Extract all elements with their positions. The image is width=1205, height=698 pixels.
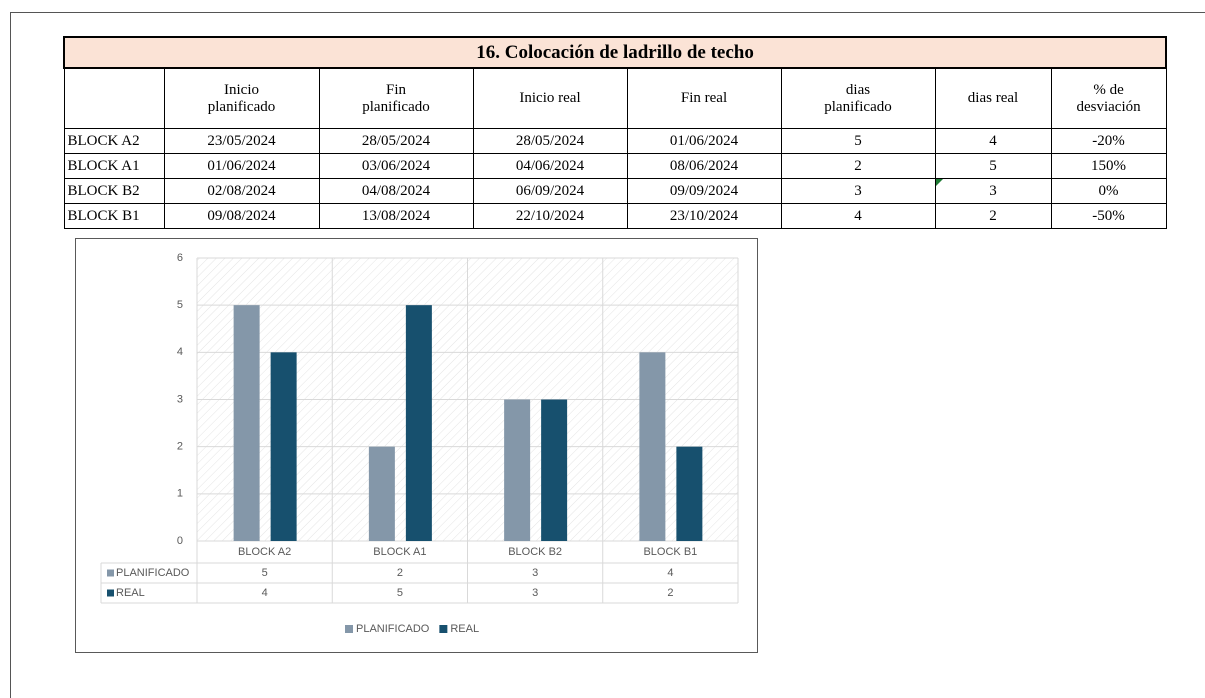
data-table-value: 5 [397,587,403,599]
table-cell: 3 [780,178,936,204]
data-table-value: 2 [667,587,673,599]
table-title: 16. Colocación de ladrillo de techo [62,36,1168,69]
table-cell: 13/08/2024 [318,203,474,229]
note-indicator [935,179,943,186]
data-table: 16. Colocación de ladrillo de techo Inic… [62,36,1168,229]
table-legend-key [107,589,114,597]
header-text: Fin planificado [362,81,430,115]
bar [504,399,531,541]
header-text: % de desviación [1076,81,1141,115]
table-cell: 2 [780,153,936,179]
header-text: Inicio real [519,90,581,106]
legend-label: REAL [450,623,479,635]
bar [368,446,395,541]
header-cell: Fin real [626,67,782,129]
y-tick-label: 5 [177,299,183,311]
legend-label: PLANIFICADO [356,623,430,635]
header-text: dias real [967,90,1019,106]
bar [405,305,432,541]
bar [270,352,297,541]
table-legend-label: PLANIFICADO [116,567,190,579]
y-tick-label: 4 [177,346,183,358]
table-cell: 23/10/2024 [626,203,782,229]
table-cell: 04/08/2024 [318,178,474,204]
table-cell: 09/08/2024 [163,203,320,229]
y-tick-label: 2 [177,441,183,453]
data-table-value: 4 [667,567,673,579]
table-cell: 0% [1050,178,1167,204]
sheet-border [10,12,1205,13]
bar [541,399,568,541]
chart: 0 1 2 3 4 5 6 BLOCK A2 5 4 BLOCK A1 2 5 BLOCK B2 3 3 BLO… [75,238,758,653]
header-cell: Fin planificado [318,67,474,129]
y-tick-label: 1 [177,488,183,500]
table-cell: -50% [1050,203,1167,229]
table-row: BLOCK A1 01/06/2024 03/06/2024 04/06/2024 08… [63,153,1167,179]
table-cell: 28/05/2024 [472,128,628,154]
header-cell: Inicio real [472,67,628,129]
header-cell: Inicio planificado [163,67,320,129]
table-cell: 01/06/2024 [163,153,320,179]
table-cell: BLOCK A1 [63,153,165,179]
legend-key [345,625,353,633]
table-cell: BLOCK B2 [63,178,165,204]
table-cell: -20% [1050,128,1167,154]
table-cell: 04/06/2024 [472,153,628,179]
table-cell: 23/05/2024 [163,128,320,154]
header-cell: % de desviación [1050,67,1167,129]
x-tick-label: BLOCK B2 [508,546,562,558]
table-cell: 5 [934,153,1052,179]
table-legend-label: REAL [116,587,145,599]
table-cell: 2 [934,203,1052,229]
table-cell: BLOCK A2 [63,128,165,154]
data-table-value: 2 [397,567,403,579]
legend-key [439,625,448,633]
table-cell: 28/05/2024 [318,128,474,154]
table-cell: 150% [1050,153,1167,179]
table-cell: 08/06/2024 [626,153,782,179]
table-cell: 5 [780,128,936,154]
bar [233,305,260,541]
x-tick-label: BLOCK A2 [238,546,291,558]
bar [639,352,666,541]
table-cell: 4 [780,203,936,229]
table-cell: 09/09/2024 [626,178,782,204]
table-cell: 03/06/2024 [318,153,474,179]
y-tick-label: 3 [177,393,183,405]
data-table-value: 4 [262,587,268,599]
table-legend-key [107,569,114,577]
table-cell: 06/09/2024 [472,178,628,204]
table-cell: 02/08/2024 [163,178,320,204]
sheet-border [10,12,11,698]
table-cell: 22/10/2024 [472,203,628,229]
header-text: Fin real [680,90,728,106]
table-row: BLOCK B1 09/08/2024 13/08/2024 22/10/2024 23… [63,203,1167,229]
bar [676,446,703,541]
table-cell: 4 [934,128,1052,154]
data-table-value: 5 [262,567,268,579]
table-row: BLOCK B2 02/08/2024 04/08/2024 06/09/2024 09… [63,178,1167,204]
y-tick-label: 6 [177,252,183,264]
header-cell [63,67,165,129]
table-cell: 3 [934,178,1052,204]
header-text: Inicio planificado [207,81,276,115]
x-tick-label: BLOCK B1 [643,546,697,558]
y-tick-label: 0 [177,535,183,547]
table-row: BLOCK A2 23/05/2024 28/05/2024 28/05/2024 01… [63,128,1167,154]
header-cell: dias planificado [780,67,936,129]
header-text: dias planificado [824,81,892,115]
header-row: Inicio planificado Fin planificado Inicio … [63,67,1167,129]
data-table-value: 3 [532,587,538,599]
data-table-value: 3 [532,567,538,579]
table-cell: 01/06/2024 [626,128,782,154]
header-cell: dias real [934,67,1052,129]
x-tick-label: BLOCK A1 [373,546,426,558]
table-cell: BLOCK B1 [63,203,165,229]
